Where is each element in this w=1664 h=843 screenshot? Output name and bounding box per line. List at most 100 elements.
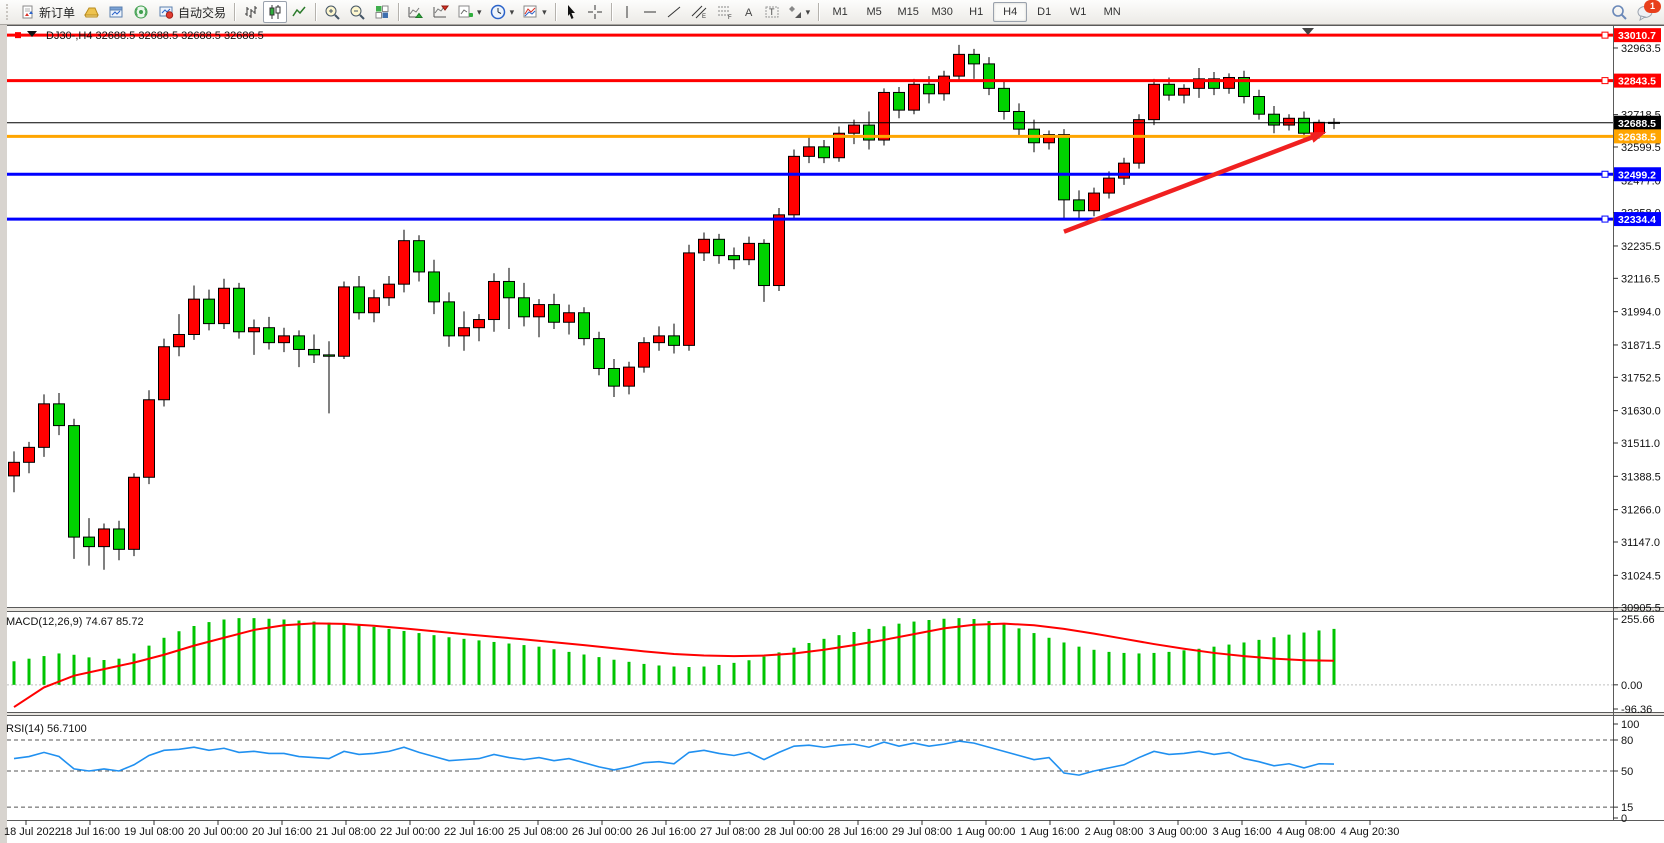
search-icon[interactable] bbox=[1611, 4, 1628, 21]
timeframe-button-m15[interactable]: M15 bbox=[897, 6, 919, 18]
time-tick-label[interactable]: 29 Jul 08:00 bbox=[892, 826, 952, 838]
one-click-trading-arrow[interactable] bbox=[27, 31, 37, 37]
timeframe-button-d1[interactable]: D1 bbox=[1037, 6, 1052, 18]
candle bbox=[518, 297, 530, 318]
candle bbox=[818, 146, 830, 159]
chat-badge: 1 bbox=[1644, 0, 1661, 13]
time-tick-label[interactable]: 18 Jul 16:00 bbox=[60, 826, 120, 838]
new-window-button[interactable] bbox=[104, 1, 129, 23]
cursor-button[interactable] bbox=[560, 1, 583, 23]
line-handle[interactable] bbox=[1601, 77, 1609, 85]
crosshair-icon bbox=[587, 5, 602, 19]
crosshair-button[interactable] bbox=[583, 1, 607, 23]
tile-windows-button[interactable] bbox=[370, 1, 394, 23]
time-tick-label[interactable]: 1 Aug 16:00 bbox=[1021, 826, 1080, 838]
template-dropdown[interactable]: ▾ bbox=[518, 1, 551, 23]
autotrading-button[interactable]: 自动交易 bbox=[154, 1, 230, 23]
price-tick-label: 31752.5 bbox=[1621, 372, 1661, 384]
timeframe-group: M1 M5 M15 M30 H1 H4 D1 W1 MN bbox=[823, 2, 1129, 22]
new-order-icon bbox=[22, 5, 33, 19]
line-handle[interactable] bbox=[15, 32, 21, 39]
time-tick-label[interactable]: 22 Jul 00:00 bbox=[380, 826, 440, 838]
chart-axis-layer[interactable]: 32963.532718.532599.532477.032358.032235… bbox=[4, 28, 1661, 838]
line-chart-button[interactable] bbox=[287, 1, 311, 23]
pane-splitter[interactable] bbox=[7, 608, 1664, 611]
time-tick-label[interactable]: 28 Jul 16:00 bbox=[828, 826, 888, 838]
time-tick-label[interactable]: 28 Jul 00:00 bbox=[764, 826, 824, 838]
time-tick-label[interactable]: 26 Jul 16:00 bbox=[636, 826, 696, 838]
timeframe-button-h1[interactable]: H1 bbox=[969, 6, 984, 18]
candle bbox=[968, 53, 980, 65]
time-tick-label[interactable]: 21 Jul 08:00 bbox=[316, 826, 376, 838]
time-tick-label[interactable]: 22 Jul 16:00 bbox=[444, 826, 504, 838]
fibonacci-icon: F bbox=[717, 6, 732, 20]
candle bbox=[398, 240, 410, 285]
shapes-dropdown[interactable]: ▾ bbox=[784, 1, 815, 23]
candle bbox=[923, 83, 935, 95]
zoom-in-button[interactable] bbox=[320, 1, 345, 23]
timeframe-button-m1[interactable]: M1 bbox=[832, 6, 848, 18]
time-tick-label[interactable]: 3 Aug 00:00 bbox=[1149, 826, 1208, 838]
trendline-button[interactable] bbox=[662, 1, 686, 23]
pane-splitter[interactable] bbox=[7, 713, 1664, 716]
left-splitter[interactable] bbox=[0, 25, 7, 843]
chart-shift-marker[interactable] bbox=[1302, 28, 1314, 35]
vertical-line-button[interactable] bbox=[616, 1, 638, 23]
line-handle[interactable] bbox=[1601, 31, 1609, 39]
time-tick-label[interactable]: 26 Jul 00:00 bbox=[572, 826, 632, 838]
time-tick-label[interactable]: 3 Aug 16:00 bbox=[1213, 826, 1272, 838]
label-button[interactable]: T bbox=[760, 1, 784, 23]
time-tick-label[interactable]: 4 Aug 08:00 bbox=[1277, 826, 1336, 838]
bar-chart-button[interactable] bbox=[239, 1, 263, 23]
line-handle[interactable] bbox=[1601, 215, 1609, 223]
toolbar-grip[interactable] bbox=[6, 4, 12, 20]
channel-button[interactable]: E bbox=[686, 1, 712, 23]
chart-shift-button[interactable] bbox=[428, 1, 453, 23]
period-dropdown[interactable]: ▾ bbox=[486, 1, 519, 23]
trend-arrow-shaft[interactable] bbox=[1063, 134, 1317, 234]
candle bbox=[848, 124, 860, 134]
chat-button[interactable]: 1 bbox=[1636, 0, 1661, 21]
time-tick-label[interactable]: 25 Jul 08:00 bbox=[508, 826, 568, 838]
time-tick-label[interactable]: 20 Jul 00:00 bbox=[188, 826, 248, 838]
candle bbox=[953, 53, 965, 77]
chart-canvas[interactable]: 32963.532718.532599.532477.032358.032235… bbox=[0, 25, 1664, 843]
zoom-out-button[interactable] bbox=[345, 1, 370, 23]
line-handle[interactable] bbox=[1601, 170, 1609, 178]
time-tick-label[interactable]: 20 Jul 16:00 bbox=[252, 826, 312, 838]
svg-text:A: A bbox=[745, 7, 753, 19]
time-tick-label[interactable]: 4 Aug 20:30 bbox=[1341, 826, 1400, 838]
time-tick-label[interactable]: 27 Jul 08:00 bbox=[700, 826, 760, 838]
time-tick-label[interactable]: 19 Jul 08:00 bbox=[124, 826, 184, 838]
timeframe-button-mn[interactable]: MN bbox=[1103, 6, 1121, 18]
auto-scroll-button[interactable] bbox=[403, 1, 428, 23]
trend-arrow-head[interactable] bbox=[1309, 131, 1327, 143]
profile-button[interactable] bbox=[79, 1, 104, 23]
signals-button[interactable] bbox=[129, 1, 154, 23]
time-tick-label[interactable]: 18 Jul 2022 bbox=[4, 826, 61, 838]
chart-objects-layer[interactable] bbox=[7, 31, 1613, 234]
price-line-badge bbox=[1614, 167, 1661, 182]
time-tick-label[interactable]: 2 Aug 08:00 bbox=[1085, 826, 1144, 838]
new-order-button[interactable]: 新订单 bbox=[16, 1, 79, 23]
candle bbox=[173, 333, 185, 348]
fibonacci-button[interactable]: F bbox=[712, 1, 738, 23]
horizontal-line-button[interactable] bbox=[638, 1, 662, 23]
candlestick-chart-button[interactable] bbox=[263, 1, 288, 23]
profile-icon bbox=[84, 7, 99, 18]
chart-series-layer bbox=[8, 44, 1340, 776]
timeframe-button-m30[interactable]: M30 bbox=[931, 6, 953, 18]
timeframe-button-h4[interactable]: H4 bbox=[993, 2, 1028, 22]
timeframe-button-m5[interactable]: M5 bbox=[866, 6, 882, 18]
candle bbox=[263, 327, 275, 344]
candle bbox=[1268, 113, 1280, 126]
candle bbox=[533, 304, 545, 318]
time-tick-label[interactable]: 1 Aug 00:00 bbox=[957, 826, 1016, 838]
new-chart-dropdown[interactable]: ▾ bbox=[453, 1, 486, 23]
candle bbox=[758, 242, 770, 287]
candle bbox=[623, 366, 635, 387]
toolbar-separator bbox=[818, 3, 820, 21]
timeframe-button-w1[interactable]: W1 bbox=[1069, 6, 1087, 18]
autotrading-icon bbox=[159, 6, 174, 19]
text-button[interactable]: A bbox=[738, 1, 760, 23]
